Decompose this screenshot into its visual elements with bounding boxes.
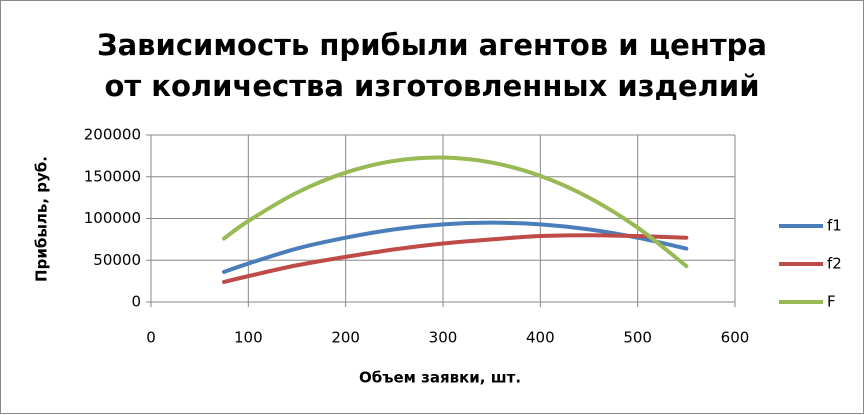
x-axis-title: Объем заявки, шт.: [359, 369, 521, 387]
x-tick-label: 600: [721, 329, 750, 347]
legend-label: F: [827, 293, 836, 311]
chart-title: от количества изготовленных изделий: [104, 69, 759, 103]
x-tick-label: 200: [331, 329, 360, 347]
x-tick-label: 100: [234, 329, 263, 347]
y-tick-label: 50000: [93, 251, 141, 269]
y-tick-label: 150000: [84, 167, 141, 185]
x-tick-label: 300: [429, 329, 458, 347]
x-tick-label: 0: [146, 329, 156, 347]
line-series: [222, 220, 689, 274]
chart-title: Зависимость прибыли агентов и центра: [97, 28, 767, 62]
x-tick-label: 500: [623, 329, 652, 347]
y-tick-label: 100000: [84, 209, 141, 227]
line-series: [222, 233, 689, 284]
line-series: [222, 155, 689, 269]
legend-label: f1: [827, 217, 842, 235]
y-tick-label: 200000: [84, 126, 141, 144]
x-tick-label: 400: [526, 329, 555, 347]
y-tick-label: 0: [131, 293, 141, 311]
y-axis-title: Прибыль, руб.: [33, 156, 51, 282]
legend-label: f2: [827, 255, 842, 273]
